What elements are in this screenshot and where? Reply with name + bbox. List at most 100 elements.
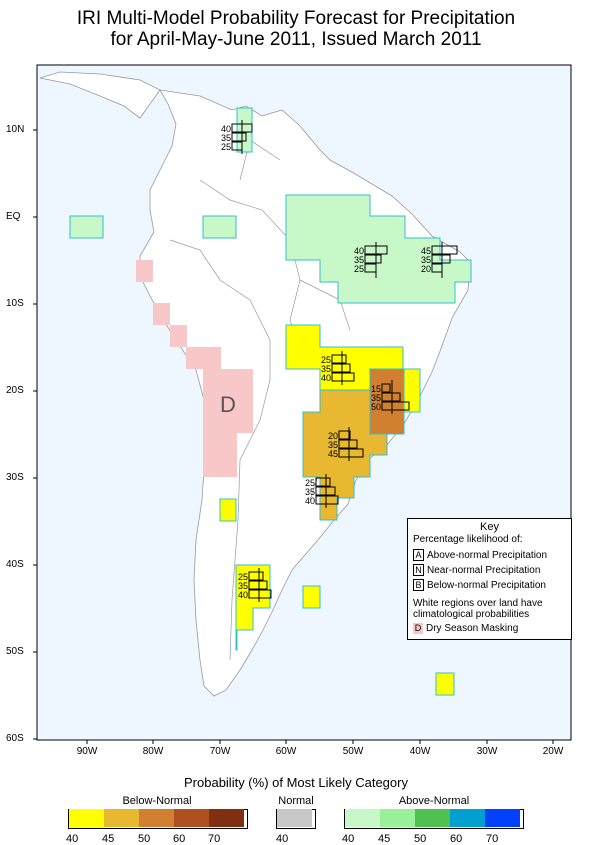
axis-ticks (33, 129, 554, 744)
legend-below-swatch (209, 809, 244, 827)
lat-label-50s: 50S (6, 646, 24, 657)
key-note-line2: climatological probabilities (413, 609, 530, 620)
lon-label-40w: 40W (409, 746, 431, 757)
lon-label-90w: 90W (76, 746, 98, 757)
legend-below-swatch (104, 809, 140, 827)
prob-glyph-4 (331, 351, 355, 385)
legend-above-label: Above-Normal (398, 795, 470, 807)
legend-below-label: Below-Normal (122, 795, 192, 807)
prob-glyph-1-value: 35 (221, 133, 231, 143)
prob-glyph-5-value: 50 (371, 402, 381, 412)
map-key: Key Percentage likelihood of: A Above-nor… (407, 518, 572, 640)
legend-below-swatch (174, 809, 210, 827)
above-normal-regions (69, 107, 472, 304)
lon-label-20w: 20W (542, 746, 564, 757)
lon-label-50w: 50W (342, 746, 364, 757)
legend-above-tick: 50 (414, 833, 427, 845)
map-title-line2: for April-May-June 2011, Issued March 20… (110, 29, 482, 50)
key-label-near: Near-normal Precipitation (427, 565, 541, 576)
prob-glyph-1-value: 40 (221, 124, 231, 134)
key-title: Key (480, 521, 499, 533)
legend-above-swatch (485, 809, 520, 827)
below-normal-regions (219, 324, 455, 696)
legend-below-tick: 50 (138, 833, 151, 845)
key-row-below: B Below-normal Precipitation (413, 579, 546, 591)
prob-glyph-7 (315, 474, 339, 508)
legend-below-swatch (139, 809, 175, 827)
prob-glyph-7-value: 40 (305, 496, 315, 506)
prob-glyph-6-value: 35 (328, 440, 338, 450)
legend-above-tick: 45 (378, 833, 391, 845)
prob-glyph-1 (231, 120, 253, 154)
prob-glyph-8-value: 25 (238, 572, 248, 582)
lat-label-10n: 10N (6, 124, 25, 135)
prob-glyph-6 (338, 427, 364, 461)
prob-glyph-4-value: 40 (321, 373, 331, 383)
prob-glyph-6-value: 45 (328, 449, 338, 459)
legend-above-swatch (345, 809, 381, 827)
legend-above-swatch (380, 809, 416, 827)
central-america-land (39, 71, 161, 119)
prob-glyph-2-value: 25 (354, 264, 364, 274)
key-letter-a: A (413, 549, 424, 561)
legend-below-tick: 70 (208, 833, 221, 845)
legend-title: Probability (%) of Most Likely Category (184, 775, 408, 790)
lat-label-10s: 10S (6, 298, 24, 309)
prob-glyph-6-value: 20 (328, 431, 338, 441)
dry-season-letter: D (220, 392, 236, 417)
prob-glyph-3 (431, 242, 458, 278)
legend-normal-tick: 40 (276, 833, 289, 845)
prob-glyph-8-value: 40 (238, 590, 248, 600)
legend-above-tick: 70 (486, 833, 499, 845)
key-dry-label: Dry Season Masking (426, 623, 519, 634)
legend-below-tick: 60 (173, 833, 186, 845)
prob-glyph-2-value: 35 (354, 255, 364, 265)
legend-above-swatch (450, 809, 486, 827)
key-dry-letter: D (413, 623, 423, 634)
prob-glyph-2-value: 40 (354, 246, 364, 256)
key-subtitle: Percentage likelihood of: (413, 534, 523, 545)
key-note-line1: White regions over land have (413, 598, 543, 609)
lat-label-40s: 40S (6, 559, 24, 570)
lon-label-70w: 70W (209, 746, 231, 757)
legend-above-tick: 40 (342, 833, 355, 845)
legend-below-tick: 45 (102, 833, 115, 845)
prob-glyph-4-value: 25 (321, 355, 331, 365)
prob-glyph-7-value: 35 (305, 487, 315, 497)
lat-label-30s: 30S (6, 472, 24, 483)
legend-below-tick: 40 (66, 833, 79, 845)
lat-label-60s: 60S (6, 733, 24, 744)
lat-label-20s: 20S (6, 385, 24, 396)
prob-glyph-3-value: 45 (421, 246, 431, 256)
lon-label-60w: 60W (275, 746, 297, 757)
lon-label-30w: 30W (476, 746, 498, 757)
prob-glyph-8 (248, 568, 272, 602)
prob-glyph-2 (364, 242, 388, 278)
lon-label-80w: 80W (142, 746, 164, 757)
prob-glyph-4-value: 35 (321, 364, 331, 374)
prob-glyph-8-value: 35 (238, 581, 248, 591)
key-letter-b: B (413, 579, 424, 591)
key-row-near: N Near-normal Precipitation (413, 564, 540, 576)
prob-glyph-5-value: 15 (371, 384, 381, 394)
legend-above-tick: 60 (450, 833, 463, 845)
map-title-line1: IRI Multi-Model Probability Forecast for… (76, 8, 516, 29)
prob-glyph-5-value: 35 (371, 393, 381, 403)
prob-glyph-3-value: 35 (421, 255, 431, 265)
prob-glyph-7-value: 25 (305, 478, 315, 488)
legend-normal-swatch (277, 809, 312, 827)
key-label-above: Above-normal Precipitation (427, 550, 548, 561)
legend-normal-label: Normal (278, 795, 314, 807)
key-row-dry: D Dry Season Masking (413, 623, 518, 634)
prob-glyph-5 (381, 380, 410, 414)
key-label-below: Below-normal Precipitation (427, 580, 546, 591)
legend-below-swatch (69, 809, 105, 827)
key-row-above: A Above-normal Precipitation (413, 549, 547, 561)
key-letter-n: N (413, 564, 424, 576)
probability-glyphs (231, 120, 458, 602)
prob-glyph-1-value: 25 (221, 142, 231, 152)
lat-label-eq: EQ (6, 211, 21, 222)
dry-season-regions (136, 260, 253, 477)
